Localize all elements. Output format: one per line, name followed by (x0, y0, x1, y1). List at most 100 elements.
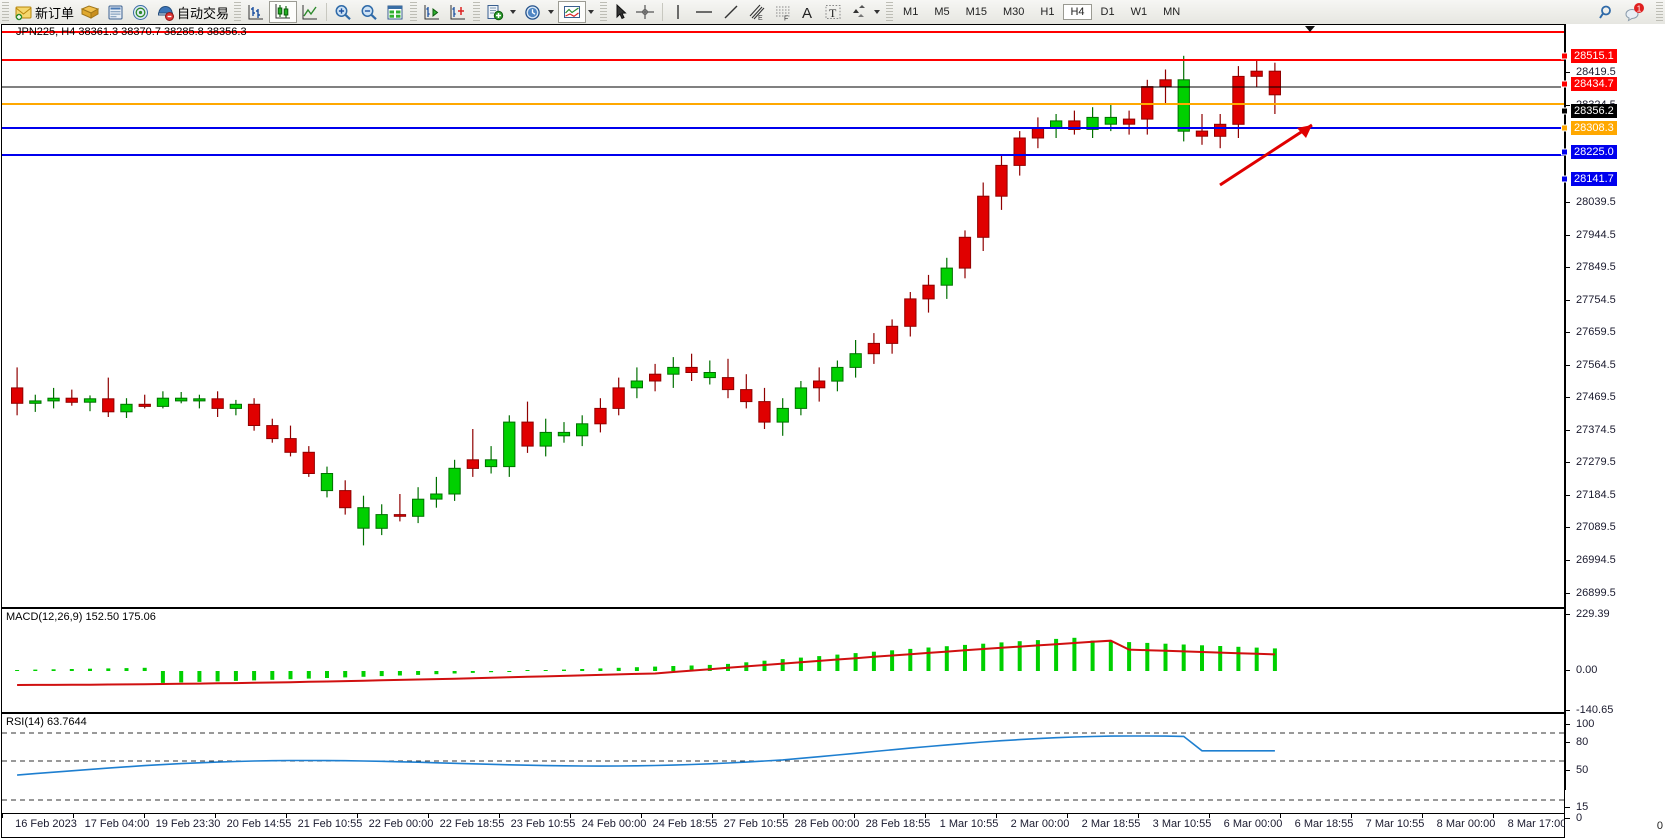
period-dropdown-caret[interactable] (548, 10, 555, 14)
shapes-dropdown-caret[interactable] (874, 10, 881, 14)
timeframe-h4[interactable]: H4 (1063, 4, 1092, 20)
time-tick-mark (1209, 814, 1210, 818)
bullish-arrow-annotation[interactable] (1219, 123, 1313, 187)
timeframe-mn[interactable]: MN (1163, 6, 1181, 18)
shapes-button[interactable] (846, 1, 872, 23)
navigator-button[interactable] (128, 1, 153, 23)
text-label-button[interactable]: T (820, 1, 846, 23)
time-tick-mark (73, 814, 74, 818)
toolbar-grip-2[interactable] (234, 2, 242, 22)
timeframe-m15[interactable]: M15 (965, 6, 987, 18)
price-tick-label: 28039.5 (1576, 196, 1616, 209)
price-label-resistance[interactable]: 28434.7 (1571, 77, 1617, 91)
timeframe-h1[interactable]: H1 (1040, 6, 1055, 18)
fibonacci-button[interactable]: F (770, 1, 796, 23)
timeframe-m30[interactable]: M30 (1003, 6, 1025, 18)
indicators-button[interactable] (482, 1, 508, 23)
bar-chart-button[interactable] (243, 1, 269, 23)
time-tick-label: 17 Feb 04:00 (84, 818, 150, 830)
toolbar-grip[interactable] (2, 2, 9, 22)
price-tick-label: 27089.5 (1576, 521, 1616, 534)
indicators-dropdown-caret[interactable] (510, 10, 517, 14)
trendline-button[interactable] (718, 1, 744, 23)
candlestick-chart-button[interactable] (269, 1, 298, 23)
macd-pane[interactable]: MACD(12,26,9) 152.50 175.06 (1, 608, 1565, 713)
auto-scroll-icon (424, 4, 440, 19)
vertical-line-button[interactable] (666, 1, 690, 23)
templates-button[interactable] (558, 1, 587, 23)
fibonacci-icon: F (776, 6, 791, 21)
zoom-in-button[interactable] (330, 1, 356, 23)
price-line-handle[interactable] (1561, 52, 1568, 60)
price-axis[interactable]: 28419.528324.528039.527944.527849.527754… (1561, 24, 1665, 838)
timeframe-m5[interactable]: M5 (934, 6, 950, 18)
price-line-handle[interactable] (1561, 175, 1568, 183)
templates-dropdown-caret[interactable] (588, 10, 595, 14)
auto-scroll-button[interactable] (419, 1, 445, 23)
profiles-button[interactable] (77, 1, 103, 23)
price-line-handle[interactable] (1561, 124, 1568, 132)
macd-tick-label: 0.00 (1576, 664, 1598, 676)
time-tick-label: 7 Mar 10:55 (1365, 818, 1425, 830)
alerts-button[interactable]: 1 (1620, 1, 1648, 23)
price-tick-label: 27279.5 (1576, 456, 1616, 469)
data-window-button[interactable] (382, 1, 408, 23)
price-axis-line (1565, 24, 1566, 790)
text-button[interactable]: A (796, 1, 820, 23)
templates-icon (564, 5, 581, 18)
timeframe-d1[interactable]: D1 (1100, 6, 1115, 18)
time-tick-label: 22 Feb 18:55 (439, 818, 505, 830)
price-label-support[interactable]: 28141.7 (1571, 172, 1617, 186)
price-label-bid[interactable]: 28356.2 (1571, 104, 1617, 118)
toolbar-grip-3[interactable] (410, 2, 418, 22)
search-button[interactable] (1594, 1, 1620, 23)
clock-icon (525, 4, 540, 20)
toolbar-grip-4[interactable] (473, 2, 481, 22)
rsi-pane[interactable]: RSI(14) 63.7644 (1, 713, 1565, 814)
rsi-tick-label: 80 (1576, 736, 1589, 748)
vertical-line-icon (677, 5, 679, 19)
alert-badge-count: 1 (1637, 3, 1642, 13)
price-tick-label: 27754.5 (1576, 293, 1616, 306)
market-watch-icon (108, 5, 123, 19)
equidistant-channel-button[interactable]: E (744, 1, 770, 23)
chart-collapse-caret[interactable] (1305, 26, 1315, 32)
cursor-button[interactable] (609, 1, 631, 23)
price-pane[interactable]: JPN225, H4 38361.3 38370.7 38285.8 38356… (1, 24, 1565, 608)
period-button[interactable] (520, 1, 546, 23)
time-tick-mark (499, 814, 500, 818)
price-line-handle[interactable] (1561, 107, 1568, 115)
price-label-pivot[interactable]: 28308.3 (1571, 121, 1617, 135)
time-tick-mark (1280, 814, 1281, 818)
time-tick-mark (2, 814, 3, 818)
timeframe-m1[interactable]: M1 (903, 6, 919, 18)
price-label-resistance[interactable]: 28515.1 (1571, 49, 1617, 63)
crosshair-button[interactable] (631, 1, 659, 23)
time-axis[interactable]: 16 Feb 2023 17 Feb 04:00 19 Feb 23:30 20 Fe… (1, 814, 1566, 838)
zoom-out-button[interactable] (356, 1, 382, 23)
rsi-tick-mark (1565, 818, 1570, 819)
line-chart-icon (302, 4, 318, 19)
search-icon (1599, 5, 1611, 19)
price-tick-mark (1565, 429, 1570, 431)
line-chart-button[interactable] (297, 1, 323, 23)
toolbar-grip-7[interactable] (1656, 2, 1663, 22)
price-line-handle[interactable] (1561, 80, 1568, 88)
price-label-support[interactable]: 28225.0 (1571, 145, 1617, 159)
new-order-button[interactable]: 新订单 (11, 1, 77, 23)
macd-signal-line (17, 639, 1275, 686)
price-line-handle[interactable] (1561, 148, 1568, 156)
chart-shift-button[interactable] (445, 1, 471, 23)
toolbar-grip-5[interactable] (600, 2, 608, 22)
price-tick-mark (1565, 234, 1570, 236)
market-watch-button[interactable] (103, 1, 128, 23)
chart-area[interactable]: JPN225, H4 38361.3 38370.7 38285.8 38356… (0, 24, 1665, 839)
horizontal-line-button[interactable] (690, 1, 718, 23)
equidistant-channel-icon: E (749, 4, 765, 21)
toolbar-grip-6[interactable] (886, 2, 894, 22)
timeframe-w1[interactable]: W1 (1130, 6, 1148, 18)
time-tick-mark (925, 814, 926, 818)
time-tick-mark (996, 814, 997, 818)
terminal-button[interactable]: 自动交易 (153, 1, 232, 23)
svg-text:A: A (802, 5, 812, 21)
